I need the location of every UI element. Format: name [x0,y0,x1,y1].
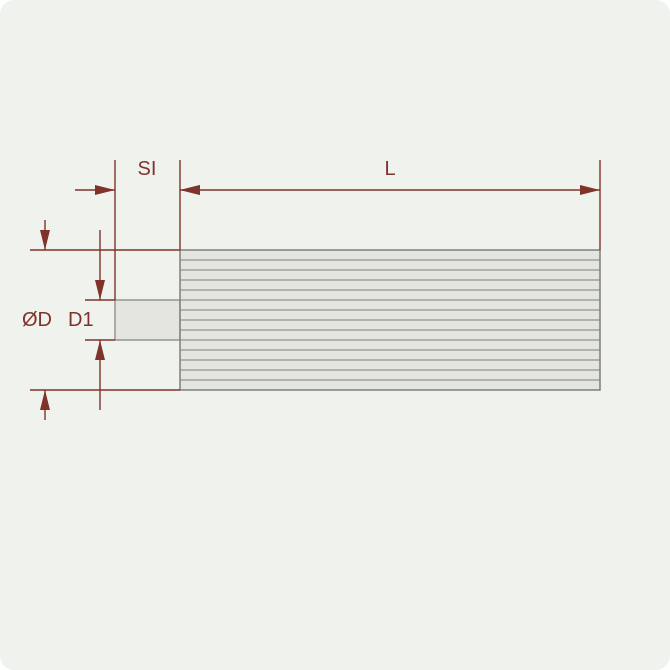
label-si: SI [138,158,157,180]
label-l: L [384,158,395,180]
shaft [115,300,180,340]
label-d: ØD [22,309,52,331]
drawing-canvas: SI L D1 ØD [0,0,670,670]
technical-drawing-svg: SI L D1 ØD [0,0,670,670]
label-d1: D1 [68,309,94,331]
